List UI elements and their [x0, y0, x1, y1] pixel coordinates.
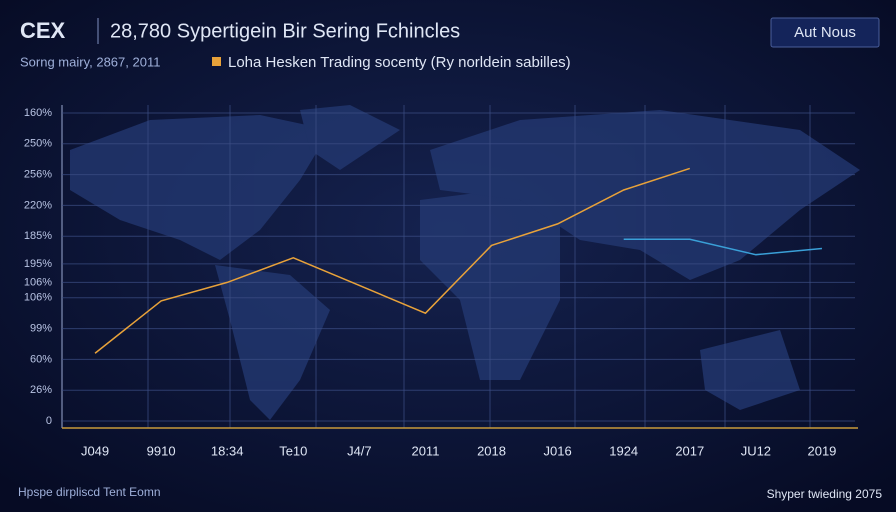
legend-swatch — [212, 57, 221, 66]
button[interactable] — [770, 17, 880, 48]
y-tick-label: 185% — [24, 230, 52, 242]
y-tick-label: 195% — [24, 258, 52, 270]
x-tick-label: 2019 — [807, 443, 836, 458]
x-tick-label: J016 — [544, 443, 572, 458]
button-label[interactable]: Aut Nous — [794, 24, 856, 41]
footer-right: Shyper twieding 2075 — [767, 487, 883, 501]
y-tick-label: 0 — [46, 415, 52, 427]
series-line — [94, 167, 691, 354]
y-tick-label: 106% — [24, 292, 52, 304]
chart-title: 28,780 Sypertigein Bir Sering Fchincles — [110, 20, 460, 42]
legend-label: Loha Hesken Trading socenty (Ry norldein… — [228, 54, 571, 71]
y-tick-label: 160% — [24, 107, 52, 119]
x-tick-label: Te10 — [279, 443, 307, 458]
x-tick-label: 18:34 — [211, 443, 244, 458]
series-line — [623, 238, 823, 256]
x-tick-label: 2011 — [411, 443, 439, 458]
footer-left: Hpspe dirpliscd Tent Eomn — [18, 485, 161, 499]
x-tick-label: 2018 — [477, 443, 506, 458]
y-tick-label: 99% — [30, 323, 52, 335]
x-tick-label: JU12 — [741, 443, 771, 458]
y-tick-label: 256% — [24, 169, 52, 181]
y-tick-label: 106% — [24, 276, 52, 288]
x-tick-label: 2017 — [675, 443, 704, 458]
x-tick-label: 1924 — [609, 443, 638, 458]
y-tick-label: 26% — [30, 384, 52, 396]
x-tick-label: 9910 — [147, 443, 176, 458]
brand: CEX — [20, 18, 66, 43]
x-tick-label: J4/7 — [347, 443, 372, 458]
y-tick-label: 60% — [30, 353, 52, 365]
y-tick-label: 220% — [24, 199, 52, 211]
y-tick-label: 250% — [24, 138, 52, 150]
x-tick-label: J049 — [81, 443, 109, 458]
chart-subtitle: Sorng mairy, 2867, 2011 — [20, 54, 160, 69]
